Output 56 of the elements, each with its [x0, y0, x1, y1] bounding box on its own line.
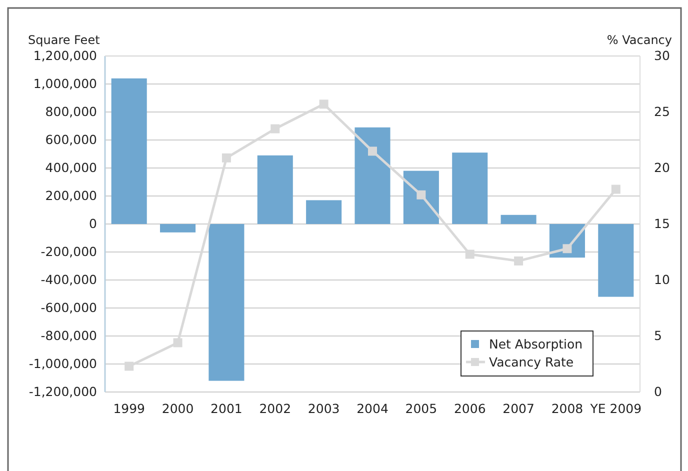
bar [598, 224, 634, 297]
y2-tick-label: 25 [654, 104, 670, 119]
x-tick-label: 2000 [162, 400, 194, 416]
point [124, 362, 134, 371]
bar [257, 155, 293, 224]
x-tick-label: 2004 [356, 400, 388, 416]
point [173, 338, 182, 348]
y-axis-title: Square Feet [28, 33, 100, 47]
x-tick-label: 2002 [259, 400, 292, 416]
y-tick-label: -1,000,000 [28, 356, 98, 371]
y2-tick-label: 0 [654, 384, 662, 399]
x-tick-label: 2006 [454, 400, 486, 416]
bar [452, 152, 488, 224]
point [368, 146, 377, 156]
y2-tick-label: 5 [654, 328, 662, 343]
y-tick-label: -600,000 [40, 300, 98, 315]
y2-tick-label: 20 [654, 160, 670, 175]
x-tick-label: 1999 [113, 400, 146, 416]
point [319, 100, 328, 109]
point [514, 256, 524, 266]
y-tick-label: 600,000 [45, 132, 98, 147]
point [416, 190, 426, 200]
y-tick-label: 1,000,000 [33, 76, 98, 91]
bar [354, 127, 390, 224]
x-tick-label: 2008 [551, 400, 584, 416]
legend-label: Net Absorption [489, 336, 583, 352]
y-tick-label: -800,000 [40, 328, 98, 343]
bar [403, 170, 439, 224]
y-tick-label: 0 [89, 216, 98, 231]
point [222, 153, 231, 162]
point [270, 124, 280, 134]
y-tick-label: -200,000 [40, 244, 98, 259]
bar [160, 224, 196, 232]
bar [306, 200, 342, 224]
y-tick-label: 1,200,000 [33, 48, 98, 63]
x-tick-label: YE 2009 [589, 400, 642, 416]
x-tick-label: 2001 [210, 400, 242, 416]
y-tick-label: 800,000 [45, 104, 98, 119]
point [465, 250, 474, 259]
x-tick-label: 2005 [405, 400, 438, 416]
x-tick-label: 2003 [308, 400, 340, 416]
bar [500, 214, 536, 224]
x-tick-label: 2007 [502, 400, 534, 416]
y-tick-label: 400,000 [45, 160, 98, 175]
point [611, 184, 620, 194]
legend-label: Vacancy Rate [489, 354, 574, 370]
y2-axis-title: % Vacancy [606, 33, 672, 47]
y2-tick-label: 30 [654, 48, 670, 63]
y-tick-label: -400,000 [40, 272, 98, 287]
bar [111, 78, 147, 224]
point [562, 244, 572, 254]
y2-tick-label: 15 [654, 216, 670, 231]
y-tick-label: -1,200,000 [28, 384, 98, 399]
y-tick-label: 200,000 [45, 188, 98, 203]
bar [208, 224, 244, 381]
y2-tick-label: 10 [654, 272, 670, 287]
